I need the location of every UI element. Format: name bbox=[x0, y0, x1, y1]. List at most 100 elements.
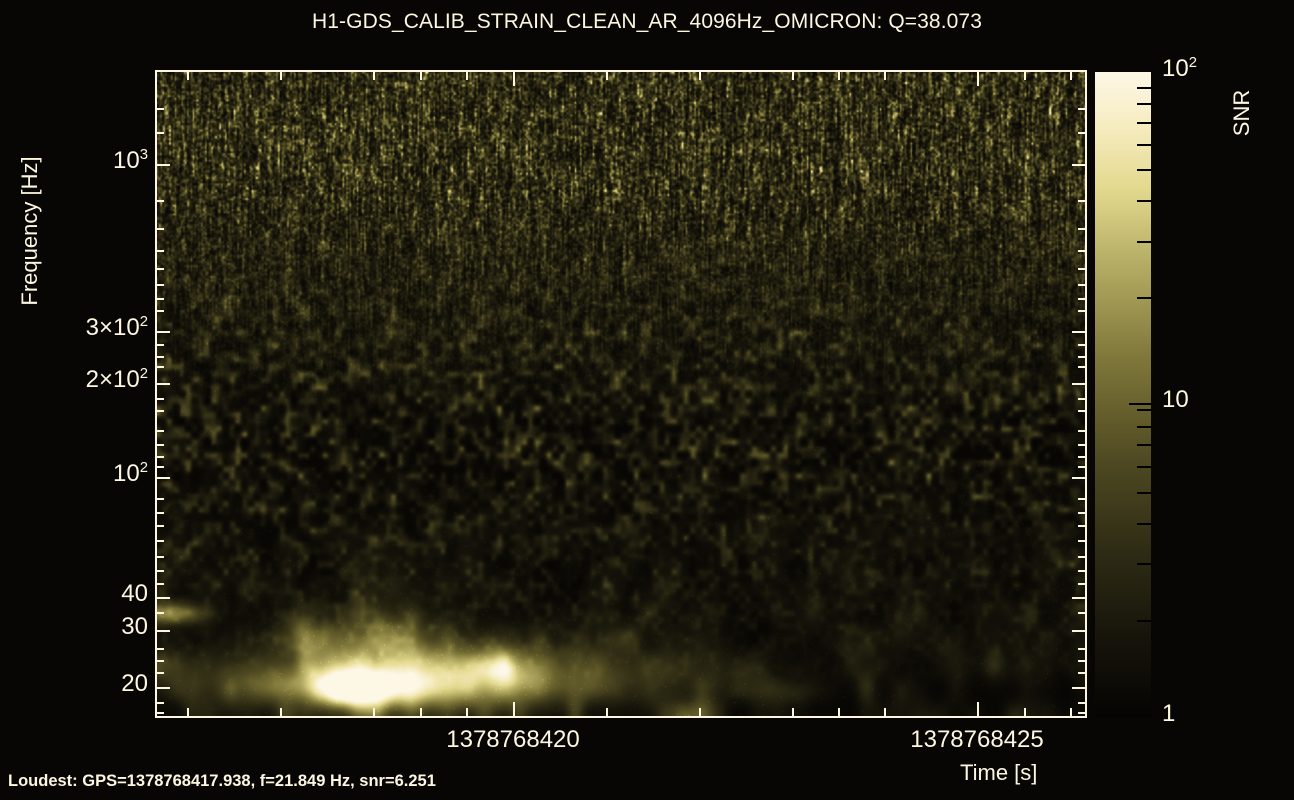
y-tick-minor-right bbox=[1078, 132, 1087, 134]
y-tick-major bbox=[155, 164, 170, 166]
x-tick-minor bbox=[373, 708, 375, 718]
y-tick-minor-right bbox=[1078, 410, 1087, 412]
y-tick-minor bbox=[155, 556, 164, 558]
y-tick-major-right bbox=[1072, 331, 1087, 333]
y-tick-major bbox=[155, 687, 170, 689]
y-tick-minor-right bbox=[1078, 672, 1087, 674]
x-tick-major bbox=[977, 702, 979, 718]
y-tick-minor bbox=[155, 310, 164, 312]
y-tick-minor bbox=[155, 284, 164, 286]
y-tick-minor bbox=[155, 444, 164, 446]
y-tick-major-right bbox=[1072, 630, 1087, 632]
y-tick-major-right bbox=[1072, 597, 1087, 599]
y-tick-minor-right bbox=[1078, 298, 1087, 300]
x-tick-minor-top bbox=[699, 70, 701, 80]
colorbar-tick-minor bbox=[1137, 169, 1151, 172]
colorbar-tick-minor bbox=[1137, 121, 1151, 124]
y-tick-major bbox=[155, 630, 170, 632]
colorbar-tick-label: 1 bbox=[1162, 700, 1176, 727]
y-tick-label: 3×102 bbox=[85, 314, 148, 341]
y-tick-minor-right bbox=[1078, 228, 1087, 230]
y-tick-minor bbox=[155, 132, 164, 134]
x-tick-minor-top bbox=[606, 70, 608, 80]
y-tick-minor-right bbox=[1078, 398, 1087, 400]
x-tick-minor bbox=[884, 708, 886, 718]
y-tick-minor-right bbox=[1078, 200, 1087, 202]
x-tick-major-top bbox=[513, 70, 515, 86]
x-tick-minor-top bbox=[373, 70, 375, 80]
y-tick-minor-right bbox=[1078, 108, 1087, 110]
colorbar-title: SNR bbox=[1229, 89, 1254, 137]
y-tick-minor bbox=[155, 498, 164, 500]
colorbar-tick-minor bbox=[1137, 444, 1151, 447]
y-tick-minor-right bbox=[1078, 250, 1087, 252]
x-tick-major bbox=[513, 702, 515, 718]
x-tick-minor-top bbox=[838, 70, 840, 80]
y-tick-major bbox=[155, 477, 170, 479]
colorbar-tick-minor bbox=[1137, 86, 1151, 89]
x-tick-minor bbox=[1024, 708, 1026, 718]
y-tick-minor-right bbox=[1078, 366, 1087, 368]
y-tick-minor-right bbox=[1078, 456, 1087, 458]
y-tick-label: 103 bbox=[113, 147, 148, 174]
y-axis-title: Frequency [Hz] bbox=[17, 156, 42, 306]
y-tick-minor bbox=[155, 250, 164, 252]
y-tick-minor bbox=[155, 672, 164, 674]
x-tick-minor-top bbox=[792, 70, 794, 80]
y-tick-minor-right bbox=[1078, 702, 1087, 704]
y-tick-label: 102 bbox=[113, 460, 148, 487]
spectrogram-image bbox=[157, 72, 1085, 716]
x-tick-minor bbox=[187, 708, 189, 718]
x-tick-minor bbox=[838, 708, 840, 718]
x-tick-minor bbox=[699, 708, 701, 718]
y-tick-minor-right bbox=[1078, 512, 1087, 514]
colorbar-tick-label: 10 bbox=[1162, 386, 1189, 413]
y-tick-minor bbox=[155, 298, 164, 300]
colorbar-tick-minor bbox=[1137, 143, 1151, 146]
y-tick-minor-right bbox=[1078, 525, 1087, 527]
x-tick-minor bbox=[420, 708, 422, 718]
colorbar-tick-minor bbox=[1137, 563, 1151, 566]
y-tick-minor-right bbox=[1078, 540, 1087, 542]
colorbar-tick-minor bbox=[1137, 522, 1151, 525]
y-tick-minor-right bbox=[1078, 612, 1087, 614]
x-tick-minor-top bbox=[884, 70, 886, 80]
colorbar-gradient bbox=[1095, 72, 1151, 717]
y-tick-minor bbox=[155, 398, 164, 400]
y-tick-minor-right bbox=[1078, 570, 1087, 572]
colorbar-tick-label: 102 bbox=[1162, 55, 1197, 82]
y-tick-minor bbox=[155, 228, 164, 230]
y-tick-minor-right bbox=[1078, 284, 1087, 286]
y-tick-minor-right bbox=[1078, 648, 1087, 650]
y-tick-minor bbox=[155, 612, 164, 614]
x-tick-minor-top bbox=[1070, 70, 1072, 80]
y-tick-minor bbox=[155, 660, 164, 662]
y-tick-major-right bbox=[1072, 687, 1087, 689]
y-tick-minor bbox=[155, 200, 164, 202]
x-tick-minor bbox=[280, 708, 282, 718]
y-tick-minor bbox=[155, 268, 164, 270]
y-tick-minor bbox=[155, 512, 164, 514]
y-tick-minor bbox=[155, 430, 164, 432]
x-tick-minor-top bbox=[466, 70, 468, 80]
x-tick-minor-top bbox=[187, 70, 189, 80]
y-tick-major bbox=[155, 383, 170, 385]
spectrogram-frame bbox=[155, 70, 1087, 718]
y-tick-minor bbox=[155, 344, 164, 346]
loudest-trigger-text: Loudest: GPS=1378768417.938, f=21.849 Hz… bbox=[8, 772, 436, 790]
y-tick-minor-right bbox=[1078, 498, 1087, 500]
y-tick-major-right bbox=[1072, 383, 1087, 385]
colorbar-tick-major bbox=[1129, 403, 1151, 405]
y-tick-minor-right bbox=[1078, 556, 1087, 558]
colorbar bbox=[1095, 72, 1151, 717]
colorbar-tick-minor bbox=[1137, 409, 1151, 412]
y-tick-minor-right bbox=[1078, 430, 1087, 432]
y-tick-minor bbox=[155, 466, 164, 468]
colorbar-tick-minor bbox=[1137, 200, 1151, 203]
y-tick-major-right bbox=[1072, 477, 1087, 479]
colorbar-tick-minor bbox=[1137, 619, 1151, 622]
x-tick-minor bbox=[606, 708, 608, 718]
y-tick-minor bbox=[155, 356, 164, 358]
x-axis-title: Time [s] bbox=[960, 760, 1038, 785]
colorbar-tick-minor bbox=[1137, 491, 1151, 494]
